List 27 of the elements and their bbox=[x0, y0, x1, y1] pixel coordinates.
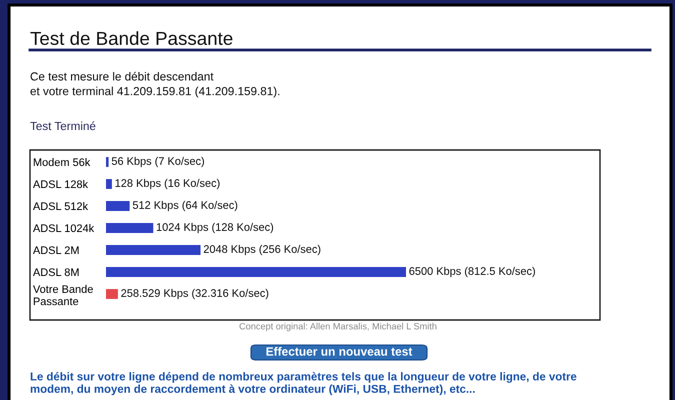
bar bbox=[106, 267, 406, 277]
y-tick-label: ADSL 1024k bbox=[32, 224, 94, 232]
y-tick-label: Votre Bande Passante bbox=[32, 284, 93, 306]
data-label: 2048 Kbps (256 Ko/sec) bbox=[204, 244, 320, 256]
text: Le débit sur votre ligne dépend de nombreux paramètres tels que la longueur de votre ligne, de votre modem, du moyen de raccordement à votre ordinateur (WiFi, USB, Ethernet), etc... bbox=[30, 372, 576, 396]
y-tick-label: Modem 56k bbox=[34, 158, 90, 166]
text: Concept original: Allen Marsalis, Michael L Smith bbox=[240, 322, 436, 332]
bar bbox=[106, 179, 112, 189]
chart-subtitle: Ce test mesure le débit descendant et votre terminal 41.209.159.81 (41.209.159.81). bbox=[30, 72, 280, 98]
data-label: 1024 Kbps (128 Ko/sec) bbox=[156, 222, 274, 234]
bar bbox=[106, 289, 118, 299]
data-label: 56 Kbps (7 Ko/sec) bbox=[112, 156, 204, 168]
y-tick-label: ADSL 512k bbox=[32, 202, 88, 210]
data-label: 258.529 Kbps (32.316 Ko/sec) bbox=[121, 288, 268, 300]
text: Test Terminé bbox=[30, 121, 96, 130]
chart-title: Test de Bande Passante bbox=[30, 31, 232, 46]
y-tick-label: ADSL 2M bbox=[32, 246, 79, 254]
text: Effectuer un nouveau test bbox=[266, 346, 412, 356]
bar bbox=[106, 223, 154, 233]
bar bbox=[106, 157, 109, 167]
data-label: 512 Kbps (64 Ko/sec) bbox=[132, 200, 238, 212]
y-tick-label: ADSL 128k bbox=[32, 180, 88, 188]
bar bbox=[106, 201, 130, 211]
bar bbox=[106, 245, 201, 255]
data-label: 128 Kbps (16 Ko/sec) bbox=[116, 178, 220, 190]
data-label: 6500 Kbps (812.5 Ko/sec) bbox=[409, 266, 535, 278]
y-tick-label: ADSL 8M bbox=[32, 268, 79, 276]
